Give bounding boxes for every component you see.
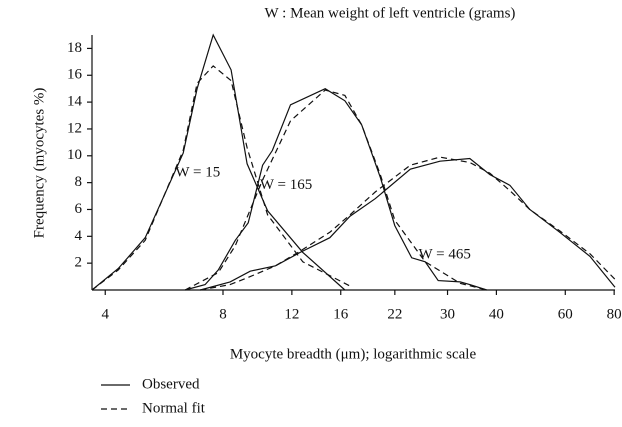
annotation: W = 165	[260, 177, 312, 193]
annotation: W = 465	[418, 247, 470, 263]
legend-label: Observed	[142, 376, 200, 392]
x-axis-label: Myocyte breadth (μm); logarithmic scale	[230, 346, 477, 362]
chart-title: W : Mean weight of left ventricle (grams…	[265, 5, 516, 21]
series-line	[91, 65, 351, 291]
series-line	[184, 88, 487, 291]
legend-label: Normal fit	[142, 400, 206, 416]
x-tick-label: 12	[284, 306, 299, 322]
series-line	[200, 156, 616, 291]
x-tick-label: 30	[440, 306, 455, 322]
annotation: W = 15	[175, 165, 220, 181]
series-line	[91, 33, 346, 291]
x-tick-label: 60	[558, 306, 573, 322]
x-tick-label: 22	[387, 306, 402, 322]
y-tick-label: 10	[67, 147, 82, 163]
series-line	[200, 157, 616, 291]
y-tick-label: 18	[67, 40, 82, 56]
y-tick-label: 8	[75, 174, 83, 190]
x-tick-label: 8	[219, 306, 227, 322]
x-tick-label: 40	[489, 306, 504, 322]
y-tick-label: 4	[75, 228, 83, 244]
y-tick-label: 2	[75, 255, 83, 271]
y-tick-label: 12	[67, 120, 82, 136]
x-tick-label: 80	[607, 306, 622, 322]
series-line	[184, 89, 487, 291]
y-tick-label: 14	[67, 94, 83, 110]
x-tick-label: 4	[101, 306, 109, 322]
y-tick-label: 16	[67, 67, 83, 83]
y-axis-label: Frequency (myocytes %)	[31, 88, 47, 239]
y-tick-label: 6	[75, 201, 83, 217]
x-tick-label: 16	[333, 306, 349, 322]
